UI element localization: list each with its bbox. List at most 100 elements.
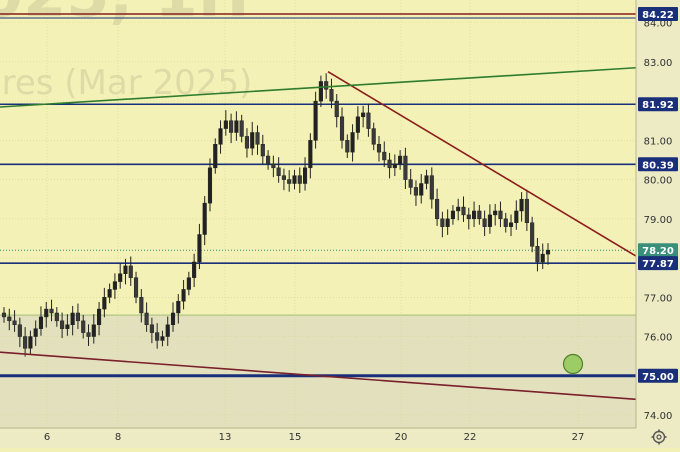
candle-body	[292, 175, 297, 184]
candle	[165, 316, 170, 346]
candle	[313, 91, 318, 149]
candle-body	[197, 234, 202, 263]
candle	[292, 169, 297, 190]
candle-body	[324, 81, 329, 90]
candle	[28, 330, 33, 355]
candle	[123, 258, 128, 285]
candle	[244, 128, 250, 158]
candle	[382, 141, 387, 168]
candle	[456, 198, 461, 221]
time-tick-label: 6	[44, 432, 50, 443]
price-tick-label: 84.00	[644, 19, 673, 30]
price-badge-75.00: 75.00	[638, 368, 678, 383]
candle	[218, 120, 223, 154]
price-badge-bg	[638, 97, 678, 112]
candle-body	[202, 202, 207, 235]
candle	[12, 310, 17, 332]
candle-body	[287, 179, 292, 184]
candle	[65, 314, 70, 336]
candle-body	[466, 214, 471, 220]
price-badge-label: 77.87	[642, 259, 674, 270]
candle-body	[181, 289, 186, 302]
candle-body	[408, 179, 413, 188]
candle	[170, 302, 176, 332]
candle	[403, 147, 408, 189]
candle	[197, 223, 202, 270]
candle	[545, 243, 551, 265]
price-badge-bg	[638, 243, 678, 258]
candle-body	[218, 128, 223, 145]
candle-body	[49, 308, 54, 314]
price-badge-78.20: 78.20	[638, 243, 678, 258]
candle	[202, 196, 207, 246]
candle	[477, 205, 482, 225]
candle	[239, 114, 244, 143]
candle	[160, 330, 165, 347]
candle	[176, 294, 181, 324]
settings-gear-icon[interactable]	[651, 429, 667, 445]
candle	[60, 312, 65, 339]
candle	[339, 107, 345, 149]
candle	[503, 212, 508, 233]
candle-body	[398, 155, 403, 165]
candle	[17, 317, 22, 348]
candle-body	[234, 120, 239, 133]
candle-body	[472, 210, 477, 220]
price-badge-bg	[638, 157, 678, 172]
candle	[424, 169, 429, 190]
candle-body	[318, 81, 323, 102]
candle-body	[139, 297, 144, 314]
candle-body	[170, 312, 176, 326]
candle	[75, 303, 80, 330]
candle	[44, 301, 49, 328]
candle-body	[271, 163, 276, 169]
candle	[276, 157, 281, 183]
candle	[38, 306, 44, 336]
candle	[329, 78, 334, 109]
candle	[149, 317, 154, 344]
watermark: 025, 1H gres (Mar 2025)	[0, 0, 252, 103]
price-badge-label: 81.92	[642, 100, 674, 111]
candle-body	[229, 120, 234, 133]
candle	[371, 122, 376, 151]
candle	[234, 111, 239, 141]
candle-body	[487, 214, 492, 227]
candle-body	[107, 289, 112, 298]
candle	[97, 301, 102, 336]
candle-body	[382, 151, 387, 161]
time-tick-label: 27	[572, 432, 585, 443]
candle-body	[54, 312, 59, 322]
candle	[192, 253, 197, 288]
candle-body	[207, 167, 213, 204]
candle	[429, 167, 434, 209]
price-tick-label: 83.00	[644, 58, 673, 69]
candle	[229, 113, 234, 144]
trendline-uptrend	[0, 66, 637, 108]
candle-body	[450, 210, 455, 220]
candle-body	[276, 167, 281, 176]
candle	[207, 158, 213, 212]
time-axis[interactable]	[0, 428, 636, 448]
candle-body	[12, 320, 17, 326]
candle-body	[160, 336, 165, 341]
price-tick-label: 81.00	[644, 136, 673, 147]
candle	[186, 271, 191, 296]
candle-body	[70, 312, 75, 326]
candle-body	[123, 265, 128, 274]
time-tick-label: 22	[464, 432, 477, 443]
candle-body	[424, 175, 429, 184]
candle-body	[313, 100, 318, 141]
candle	[530, 216, 535, 253]
candle	[535, 238, 540, 272]
candle	[508, 214, 514, 237]
candle	[260, 134, 265, 165]
candle-body	[524, 198, 529, 223]
candle	[139, 289, 144, 323]
candle	[466, 207, 471, 230]
candle	[302, 157, 308, 191]
price-badge-84.22: 84.22	[638, 7, 678, 21]
candle	[102, 287, 107, 318]
candle	[524, 189, 529, 231]
candle-body	[535, 246, 540, 263]
target-circle	[562, 353, 584, 375]
